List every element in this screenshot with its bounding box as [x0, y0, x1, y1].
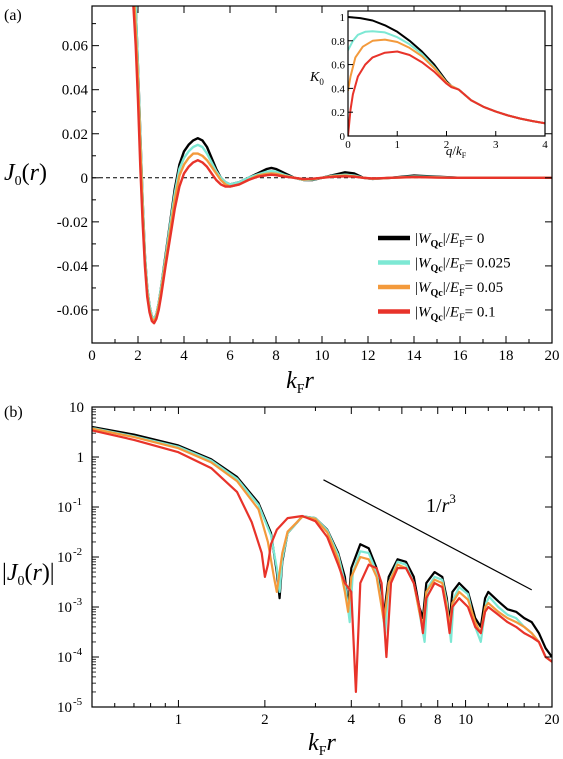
y-tick-label-a-3: 0 — [81, 171, 89, 187]
y-tick-label-a-6: 0.06 — [62, 39, 89, 55]
legend-label-0-1: |WQc|/EF= 0.1 — [415, 305, 496, 324]
x-tick-label-b-20: 20 — [545, 712, 560, 728]
y-tick-exponent-b-0: -5 — [73, 696, 83, 708]
inset-y-tick-label-2: 0.4 — [331, 83, 345, 95]
inset-y-tick-label-3: 0.6 — [331, 60, 345, 72]
x-tick-label-a-18: 18 — [499, 348, 514, 364]
power-law-guide-line — [323, 479, 533, 591]
x-tick-label-a-4: 4 — [180, 348, 188, 364]
inset: 0 1 2 3 4 0 0.2 0.4 0.6 0.8 1 q/kF K0 — [309, 10, 548, 160]
legend-label-0-025: |WQc|/EF= 0.025 — [415, 256, 511, 275]
x-tick-label-b-8: 8 — [434, 712, 442, 728]
y-tick-label-a-0: -0.06 — [57, 303, 89, 319]
x-axis-label-a: kFr — [286, 368, 314, 397]
legend-a: |WQc|/EF= 0 |WQc|/EF= 0.025 |WQc|/EF= 0.05… — [378, 231, 511, 324]
x-axis-label-b: kFr — [308, 730, 336, 759]
y-tick-label-a-2: -0.02 — [57, 215, 88, 231]
panel-label-a: (a) — [4, 7, 22, 24]
inset-y-tick-label-4: 0.8 — [331, 36, 345, 48]
x-tick-label-a-10: 10 — [315, 348, 330, 364]
inset-x-tick-label-3: 3 — [493, 139, 499, 151]
y-tick-exponent-b-3: -2 — [73, 546, 82, 558]
y-tick-label-b-5: 1 — [77, 450, 85, 466]
plot-frame-b — [91, 406, 553, 708]
y-axis-label-a: J0(r) — [4, 160, 47, 189]
inset-y-tick-label-0: 0 — [340, 131, 346, 143]
x-tick-label-b-2: 2 — [261, 712, 269, 728]
x-tick-label-a-8: 8 — [272, 348, 280, 364]
inset-series-0-1 — [348, 50, 545, 136]
y-tick-exponent-b-4: -1 — [73, 496, 82, 508]
panel-label-b: (b) — [4, 404, 23, 421]
inset-y-tick-label-5: 1 — [340, 12, 346, 24]
power-law-annotation: 1/r3 — [426, 491, 456, 517]
x-tick-label-a-20: 20 — [545, 348, 560, 364]
x-tick-label-b-4: 4 — [348, 712, 356, 728]
inset-x-axis-label: q/kF — [446, 143, 467, 160]
inset-y-axis-label: K0 — [309, 70, 324, 87]
y-tick-label-b-6: 10 — [69, 400, 84, 416]
y-tick-label-b-4: 10 — [57, 500, 72, 516]
y-tick-label-b-2: 10 — [57, 600, 72, 616]
panel-a: 0 2 4 6 8 10 12 14 16 18 20-0.06-0.04-0.0200.020.0… — [4, 5, 560, 397]
legend-label-0-05: |WQc|/EF= 0.05 — [415, 280, 503, 299]
legend-label-0: |WQc|/EF= 0 — [415, 231, 484, 250]
y-tick-label-a-4: 0.02 — [62, 127, 88, 143]
x-tick-label-b-10: 10 — [458, 712, 473, 728]
inset-x-tick-label-0: 0 — [345, 139, 351, 151]
series-b-0-025 — [92, 426, 552, 663]
inset-x-tick-label-2: 2 — [444, 139, 450, 151]
y-tick-label-b-3: 10 — [57, 550, 72, 566]
x-tick-label-a-16: 16 — [453, 348, 469, 364]
x-tick-label-b-6: 6 — [398, 712, 406, 728]
y-tick-label-a-5: 0.04 — [62, 83, 89, 99]
inset-x-tick-label-1: 1 — [395, 139, 401, 151]
y-tick-label-b-1: 10 — [57, 650, 72, 666]
x-tick-label-a-0: 0 — [88, 348, 96, 364]
x-tick-label-a-2: 2 — [134, 348, 142, 364]
y-axis-label-b: |J0(r)| — [2, 560, 55, 589]
y-tick-label-b-0: 10 — [57, 700, 72, 716]
inset-y-tick-label-1: 0.2 — [331, 107, 345, 119]
x-tick-label-a-14: 14 — [407, 348, 423, 364]
series-b-0-1 — [92, 429, 552, 693]
inset-x-tick-label-4: 4 — [542, 139, 548, 151]
y-tick-label-a-1: -0.04 — [57, 259, 89, 275]
series-a-0-1 — [132, 6, 552, 325]
x-tick-label-a-12: 12 — [361, 348, 376, 364]
series-b-0 — [92, 425, 552, 658]
x-tick-label-a-6: 6 — [226, 348, 234, 364]
x-tick-label-b-1: 1 — [175, 712, 183, 728]
y-tick-exponent-b-1: -4 — [73, 646, 83, 658]
y-tick-exponent-b-2: -3 — [73, 596, 83, 608]
series-b-0-05 — [92, 427, 552, 663]
